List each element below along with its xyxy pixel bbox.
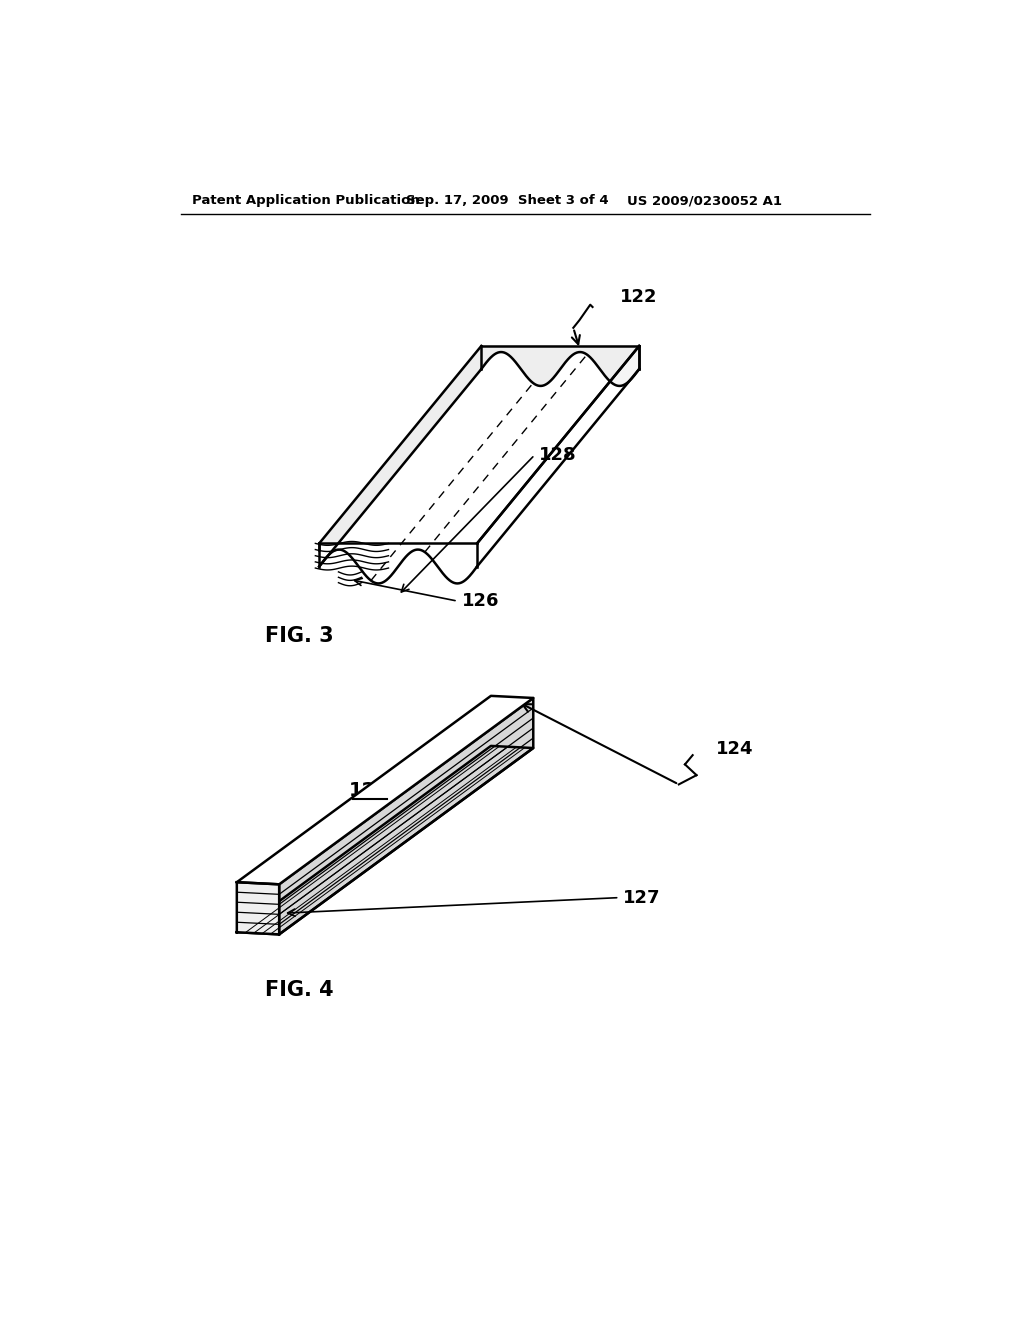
Text: Patent Application Publication: Patent Application Publication xyxy=(193,194,420,207)
Polygon shape xyxy=(237,882,280,935)
Polygon shape xyxy=(237,696,534,884)
Polygon shape xyxy=(477,346,639,566)
Polygon shape xyxy=(237,746,534,935)
Text: 127: 127 xyxy=(624,888,660,907)
Text: US 2009/0230052 A1: US 2009/0230052 A1 xyxy=(628,194,782,207)
Polygon shape xyxy=(280,698,534,935)
Text: FIG. 4: FIG. 4 xyxy=(265,979,334,1001)
Polygon shape xyxy=(319,346,639,544)
Text: FIG. 3: FIG. 3 xyxy=(265,626,334,645)
Text: 128: 128 xyxy=(349,780,390,800)
Polygon shape xyxy=(319,352,639,583)
Text: 128: 128 xyxy=(539,446,577,463)
Text: Sep. 17, 2009  Sheet 3 of 4: Sep. 17, 2009 Sheet 3 of 4 xyxy=(407,194,609,207)
Text: 122: 122 xyxy=(620,288,657,306)
Text: 124: 124 xyxy=(716,741,754,758)
Text: 126: 126 xyxy=(462,593,499,610)
